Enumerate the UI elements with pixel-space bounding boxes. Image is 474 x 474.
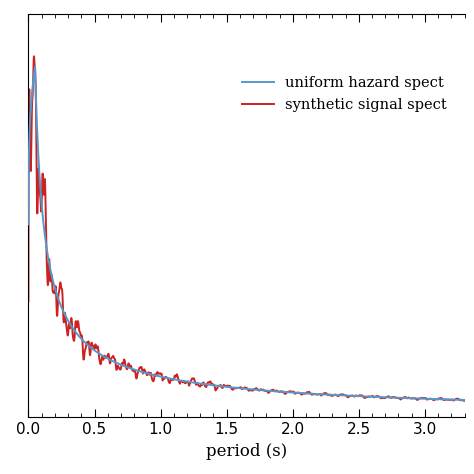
Line: synthetic signal spect: synthetic signal spect (28, 56, 465, 401)
synthetic signal spect (26, 299, 31, 304)
uniform hazard spect (462, 397, 467, 403)
uniform hazard spect (32, 64, 38, 70)
synthetic signal spect (171, 376, 177, 382)
uniform hazard spect (92, 348, 98, 354)
synthetic signal spect (45, 275, 50, 281)
synthetic signal spect (358, 393, 364, 399)
uniform hazard spect (358, 393, 364, 399)
synthetic signal spect (92, 342, 98, 347)
uniform hazard spect (45, 250, 50, 255)
uniform hazard spect (88, 345, 94, 350)
Line: uniform hazard spect: uniform hazard spect (28, 67, 465, 400)
synthetic signal spect (88, 345, 94, 350)
X-axis label: period (s): period (s) (206, 443, 287, 459)
synthetic signal spect (80, 339, 85, 345)
synthetic signal spect (31, 54, 37, 59)
uniform hazard spect (26, 221, 31, 227)
synthetic signal spect (462, 398, 467, 403)
uniform hazard spect (80, 337, 85, 343)
uniform hazard spect (171, 376, 177, 382)
Legend: uniform hazard spect, synthetic signal spect: uniform hazard spect, synthetic signal s… (236, 70, 453, 118)
